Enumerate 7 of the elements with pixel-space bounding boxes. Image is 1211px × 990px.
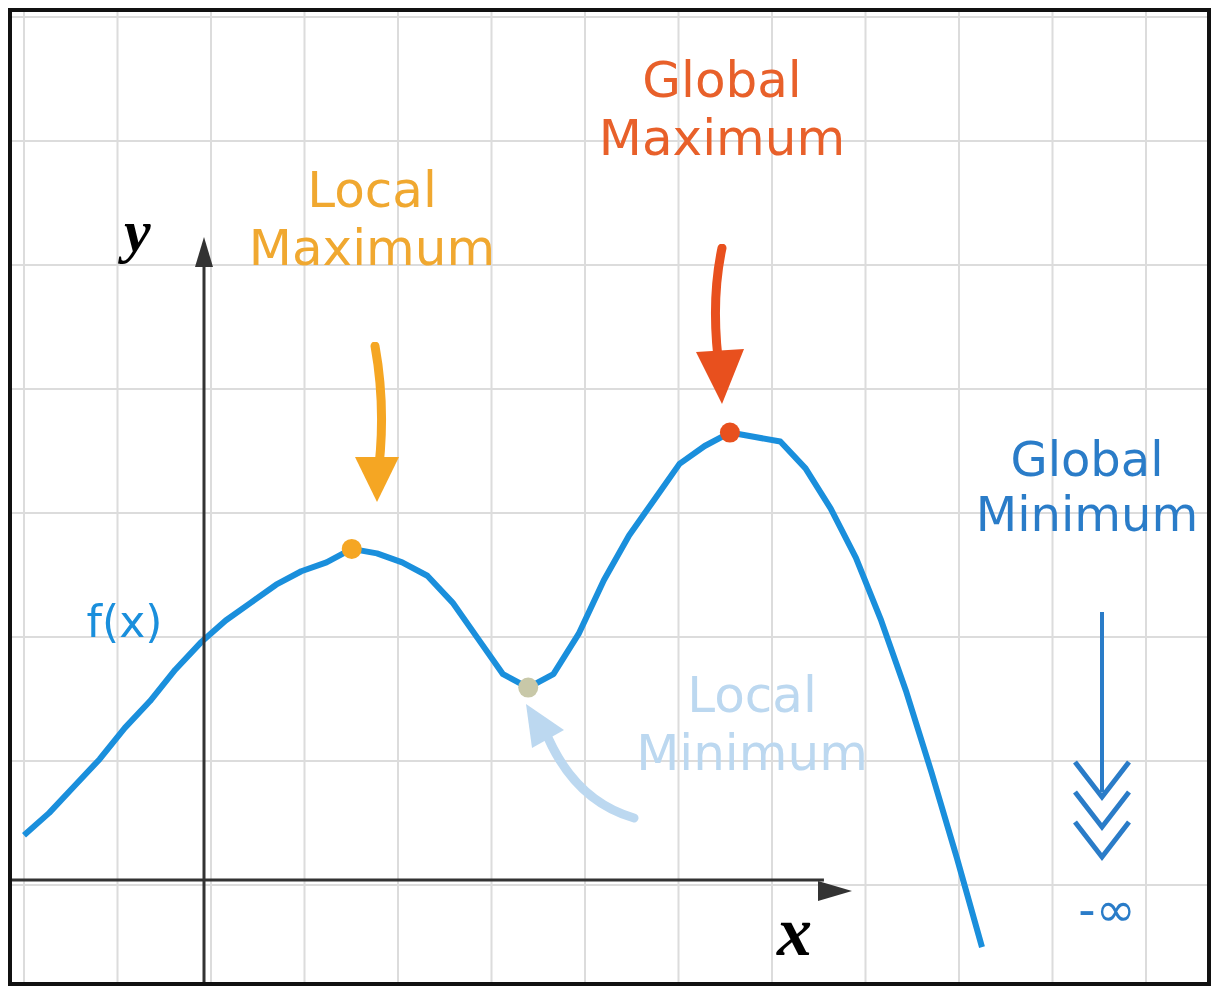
annotation: Local Minimum [635, 666, 869, 782]
text: -∞ [1077, 881, 1137, 938]
text: Local Maximum [247, 161, 497, 277]
annotation: Global Minimum [974, 431, 1200, 543]
text: Global Maximum [597, 51, 847, 167]
x-axis-title: x [777, 892, 812, 972]
annotation: f(x) [85, 596, 164, 648]
